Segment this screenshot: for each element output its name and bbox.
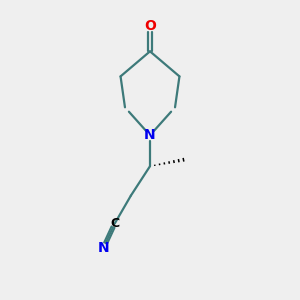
Text: N: N bbox=[98, 241, 109, 255]
Text: O: O bbox=[144, 19, 156, 33]
Text: N: N bbox=[144, 128, 156, 142]
Text: C: C bbox=[110, 217, 119, 230]
